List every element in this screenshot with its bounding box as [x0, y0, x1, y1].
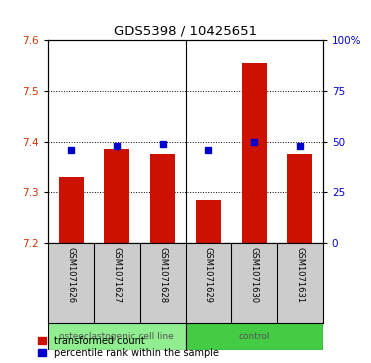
Text: control: control — [239, 332, 270, 341]
Text: GSM1071627: GSM1071627 — [112, 247, 121, 303]
Title: GDS5398 / 10425651: GDS5398 / 10425651 — [114, 24, 257, 37]
Bar — [59, 177, 84, 243]
Bar — [196, 200, 221, 243]
FancyBboxPatch shape — [186, 323, 323, 350]
Legend: transformed count, percentile rank within the sample: transformed count, percentile rank withi… — [38, 336, 219, 358]
Text: GSM1071629: GSM1071629 — [204, 247, 213, 303]
FancyBboxPatch shape — [48, 323, 186, 350]
Text: GSM1071630: GSM1071630 — [250, 247, 259, 303]
Bar — [150, 154, 175, 243]
Text: GSM1071631: GSM1071631 — [295, 247, 304, 303]
Bar — [242, 63, 267, 243]
Text: osteoclastogenic cell line: osteoclastogenic cell line — [59, 332, 174, 341]
Bar — [104, 149, 129, 243]
Text: GSM1071628: GSM1071628 — [158, 247, 167, 303]
Bar — [287, 154, 312, 243]
Text: GSM1071626: GSM1071626 — [67, 247, 76, 303]
